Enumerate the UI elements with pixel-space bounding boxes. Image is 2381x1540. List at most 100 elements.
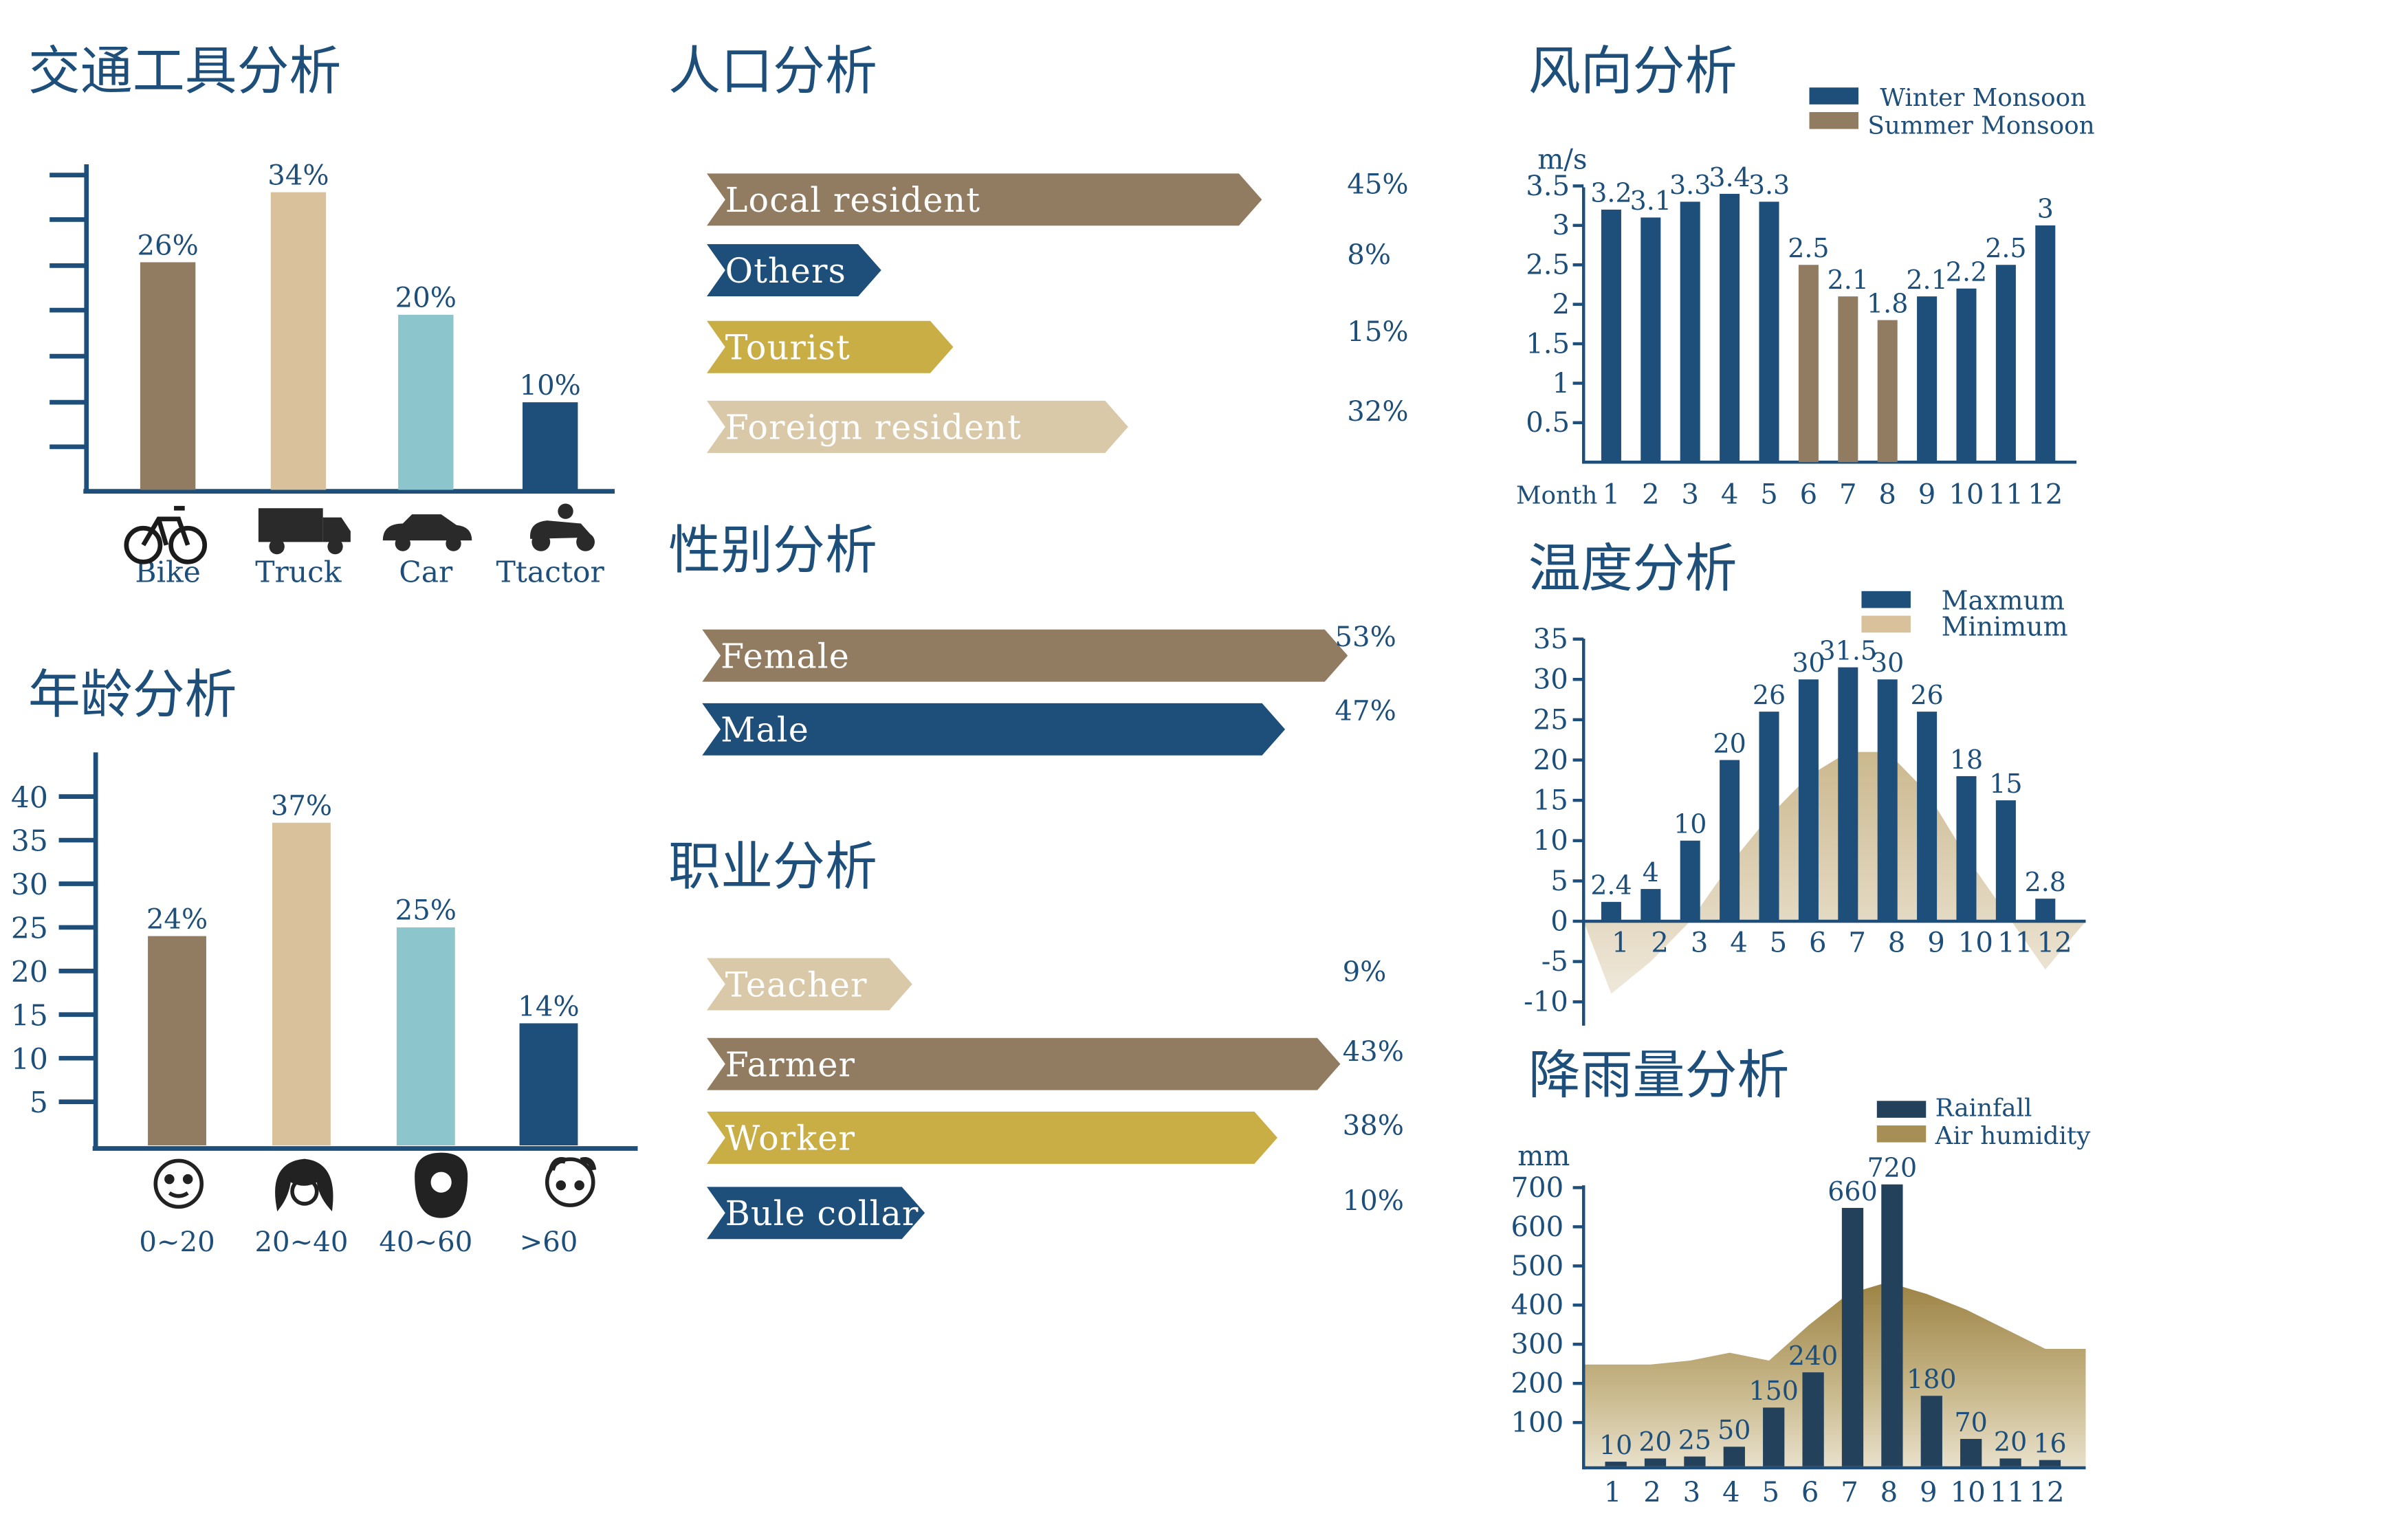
age-icons xyxy=(153,1152,597,1218)
rainfall-month-label-7: 7 xyxy=(1841,1477,1858,1508)
wind-value-label-8: 1.8 xyxy=(1867,288,1908,318)
wind-value-label-1: 3.2 xyxy=(1590,178,1632,208)
gender-bar-2 xyxy=(702,703,1286,756)
rainfall-month-label-2: 2 xyxy=(1643,1477,1661,1508)
wind-bar-10 xyxy=(1956,288,1977,463)
rainfall-y-tick-label-1: 100 xyxy=(1511,1407,1563,1439)
temperature-y-tick-label-6: 15 xyxy=(1533,785,1568,817)
rainfall-y-tick-label-6: 600 xyxy=(1511,1211,1563,1243)
temperature-month-label-7: 7 xyxy=(1848,927,1866,959)
occupation-value-label-3: 38% xyxy=(1343,1110,1404,1141)
rainfall-month-label-4: 4 xyxy=(1722,1477,1740,1508)
temperature-month-label-1: 1 xyxy=(1612,927,1630,959)
wind-value-label-5: 3.3 xyxy=(1748,170,1790,200)
population-value-label-1: 45% xyxy=(1347,168,1408,200)
rainfall-bar-7 xyxy=(1841,1207,1864,1466)
rainfall-y-tick-label-5: 500 xyxy=(1511,1251,1563,1282)
temperature-bar-3 xyxy=(1680,840,1700,921)
wind-month-label-1: 1 xyxy=(1603,479,1621,511)
temperature-bar-2 xyxy=(1641,889,1661,921)
temperature-month-label-10: 10 xyxy=(1958,927,1993,959)
population-chart: 人口分析 Local resident 45% Others 8% Tourist 15%… xyxy=(668,41,1409,453)
rainfall-month-label-1: 1 xyxy=(1604,1477,1622,1508)
age-chart: 年龄分析 5 10 15 20 25 30 35 40 24% 0~20 37% 20~40 25% 4… xyxy=(11,664,638,1258)
rainfall-month-label-12: 12 xyxy=(2029,1477,2064,1508)
population-bar-label-3: Tourist xyxy=(725,328,851,368)
wind-unit: m/s xyxy=(1537,144,1587,176)
rainfall-bar-4 xyxy=(1723,1446,1745,1466)
temperature-bar-10 xyxy=(1956,776,1977,921)
rainfall-month-label-8: 8 xyxy=(1880,1477,1898,1508)
temperature-value-label-4: 20 xyxy=(1713,728,1746,758)
old-face-icon xyxy=(545,1157,597,1207)
temperature-value-label-8: 30 xyxy=(1871,648,1904,678)
rainfall-legend: Rainfall Air humidity xyxy=(1876,1094,2092,1150)
wind-legend-swatch-summer xyxy=(1809,112,1858,129)
temperature-month-label-3: 3 xyxy=(1691,927,1709,959)
wind-value-label-10: 2.2 xyxy=(1946,257,1987,287)
occupation-bar-label-3: Worker xyxy=(725,1119,855,1158)
occupation-chart: 职业分析 Teacher 9% Farmer 43% Worker 38% Bule col… xyxy=(668,836,1404,1240)
temperature-month-label-5: 5 xyxy=(1770,927,1788,959)
wind-bar-3 xyxy=(1680,201,1700,463)
rainfall-bar-1 xyxy=(1605,1462,1627,1466)
temperature-y-tick-label-8: 25 xyxy=(1533,704,1568,736)
rainfall-value-label-10: 70 xyxy=(1955,1407,1988,1438)
gender-value-label-1: 53% xyxy=(1335,622,1396,653)
temperature-month-label-12: 12 xyxy=(2037,927,2072,959)
rainfall-unit: mm xyxy=(1517,1141,1570,1172)
wind-legend: Winter Monsoon Summer Monsoon xyxy=(1809,84,2095,140)
baby-face-icon xyxy=(153,1158,204,1209)
bearded-face-icon xyxy=(415,1152,468,1218)
wind-month-label-4: 4 xyxy=(1721,479,1739,511)
rainfall-humidity-area xyxy=(1583,1282,2086,1466)
rainfall-legend-humidity: Air humidity xyxy=(1935,1122,2092,1150)
wind-month-label-12: 12 xyxy=(2028,479,2063,511)
wind-month-label-8: 8 xyxy=(1878,479,1896,511)
population-bar-1 xyxy=(707,173,1262,226)
age-category-label-2: 20~40 xyxy=(254,1226,348,1258)
temperature-legend-swatch-max xyxy=(1861,591,1911,608)
rainfall-month-label-5: 5 xyxy=(1762,1477,1779,1508)
rainfall-value-label-8: 720 xyxy=(1867,1153,1917,1183)
wind-month-label-9: 9 xyxy=(1918,479,1936,511)
transport-bar-2 xyxy=(270,192,327,490)
temperature-bar-5 xyxy=(1759,712,1779,921)
temperature-y-tick-label-4: 5 xyxy=(1550,866,1568,897)
rainfall-value-label-9: 180 xyxy=(1907,1364,1956,1394)
temperature-y-tick-label-9: 30 xyxy=(1533,664,1568,696)
age-bar-1 xyxy=(148,936,206,1146)
age-y-tick-label-7: 35 xyxy=(11,825,48,859)
rainfall-bar-9 xyxy=(1920,1396,1942,1466)
occupation-value-label-2: 43% xyxy=(1343,1036,1404,1068)
age-value-label-4: 14% xyxy=(518,991,579,1022)
wind-month-label-11: 11 xyxy=(1988,479,2023,511)
wind-value-label-6: 2.5 xyxy=(1788,233,1829,263)
wind-value-label-2: 3.1 xyxy=(1630,186,1671,216)
temperature-value-label-2: 4 xyxy=(1643,857,1659,888)
temperature-month-label-9: 9 xyxy=(1927,927,1945,959)
wind-value-label-11: 2.5 xyxy=(1985,233,2026,263)
transport-value-label-3: 20% xyxy=(395,283,457,314)
temperature-legend: Maxmum Minimum xyxy=(1861,586,2068,642)
occupation-value-label-4: 10% xyxy=(1343,1185,1404,1217)
rainfall-bar-11 xyxy=(1999,1458,2021,1466)
gender-chart: 性别分析 Female 53% Male 47% xyxy=(668,520,1396,756)
age-category-label-4: >60 xyxy=(520,1226,578,1258)
wind-legend-summer: Summer Monsoon xyxy=(1867,111,2094,140)
occupation-title: 职业分析 xyxy=(668,836,877,896)
population-value-label-4: 32% xyxy=(1347,396,1408,428)
age-value-label-1: 24% xyxy=(146,903,208,935)
age-value-label-3: 25% xyxy=(395,895,457,927)
wind-legend-winter: Winter Monsoon xyxy=(1880,84,2086,112)
wind-y-tick-label-7: 3.5 xyxy=(1526,170,1570,202)
gender-title: 性别分析 xyxy=(668,520,877,580)
rainfall-y-tick-label-2: 200 xyxy=(1511,1368,1563,1400)
wind-title: 风向分析 xyxy=(1528,41,1737,102)
rainfall-value-label-4: 50 xyxy=(1718,1415,1751,1445)
wind-y-tick-label-6: 3 xyxy=(1552,210,1570,241)
temperature-value-label-6: 30 xyxy=(1792,648,1825,678)
population-value-label-2: 8% xyxy=(1347,239,1391,271)
